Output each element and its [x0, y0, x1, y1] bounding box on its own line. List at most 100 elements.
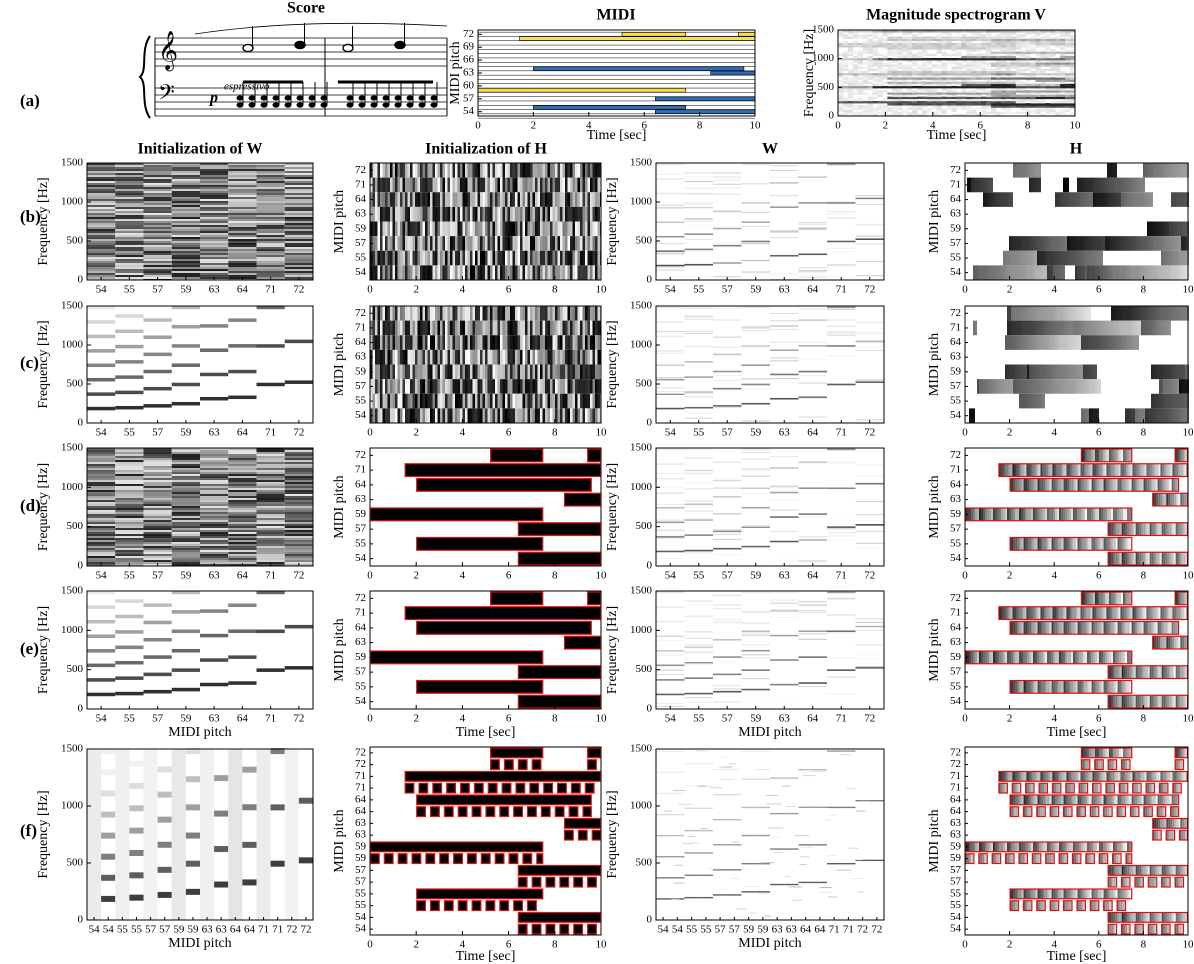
activation-stripe — [400, 265, 403, 280]
noise — [741, 271, 770, 273]
spectrogram-cell — [941, 111, 947, 115]
activation-stripe — [587, 408, 590, 423]
activation-slice — [1097, 379, 1099, 394]
spectrogram-cell — [1015, 51, 1021, 54]
activation-stripe — [477, 206, 480, 222]
y-tick-label: 57 — [355, 380, 367, 392]
noise — [684, 392, 713, 394]
spectrogram-cell — [991, 70, 997, 74]
template-band — [200, 199, 229, 201]
activation-slice — [1043, 393, 1045, 409]
template-band — [143, 259, 172, 261]
activation-slice — [1125, 306, 1127, 321]
harmonic — [713, 405, 742, 407]
y-tick-label: 1000 — [812, 52, 835, 64]
activation-stripe — [525, 177, 528, 193]
activation-slice — [1145, 236, 1147, 251]
template-band — [200, 187, 229, 189]
activation-stripe — [395, 306, 398, 321]
spectrogram-cell — [847, 85, 854, 89]
spectrogram-cell — [1040, 45, 1046, 48]
template-band — [256, 273, 285, 275]
activation-stripe — [425, 306, 428, 321]
spectrogram-cell — [1025, 53, 1031, 57]
spectrogram-cell — [946, 94, 952, 97]
spectrogram-cell — [941, 92, 947, 95]
harmonic — [684, 202, 713, 205]
activation-slice — [1069, 335, 1071, 350]
activation-slice — [999, 192, 1001, 207]
activation-stripe — [450, 408, 453, 423]
harmonic — [798, 202, 827, 204]
y-axis-label: Frequency [Hz] — [36, 177, 51, 265]
template-band — [200, 195, 229, 197]
spectrogram-cell — [966, 45, 972, 48]
noise — [656, 387, 685, 389]
activation-stripe — [457, 236, 460, 251]
spectrogram-cell — [882, 73, 888, 76]
noise — [798, 267, 827, 269]
axes-frame — [655, 162, 885, 281]
noise — [827, 355, 856, 357]
spectrogram-cell — [902, 75, 908, 78]
activation-stripe — [442, 364, 445, 380]
activation-stripe — [535, 379, 538, 394]
spectrogram-cell — [882, 75, 888, 78]
activation-stripe — [567, 408, 570, 423]
activation-slice — [1045, 236, 1047, 251]
template-band — [200, 171, 229, 173]
harmonic — [656, 221, 685, 224]
activation-stripe — [442, 306, 445, 321]
note-head — [358, 95, 366, 101]
activation-stripe — [587, 163, 590, 178]
spectrogram-cell — [1065, 57, 1071, 61]
activation-slice — [1027, 163, 1029, 178]
template-band — [143, 169, 172, 171]
spectrogram-cell — [956, 75, 962, 78]
template-band — [284, 221, 313, 223]
activation-stripe — [470, 221, 473, 237]
activation-slice — [1093, 177, 1095, 193]
activation-slice — [1039, 393, 1041, 409]
spectrogram-cell — [1010, 62, 1017, 65]
template-band — [228, 207, 257, 209]
activation-stripe — [432, 364, 435, 380]
spectrogram-cell — [936, 85, 942, 89]
spectrogram-cell — [1045, 88, 1051, 91]
activation-slice — [1039, 250, 1041, 266]
spectrogram-cell — [897, 30, 903, 33]
template-band — [115, 223, 144, 225]
activation-stripe — [492, 236, 495, 251]
spectrogram-cell — [1065, 94, 1071, 97]
activation-slice — [1181, 163, 1183, 178]
activation-slice — [1139, 177, 1141, 193]
activation-stripe — [512, 349, 515, 365]
spectrogram-cell — [902, 45, 908, 48]
activation-stripe — [502, 206, 505, 222]
spectrogram-cell — [996, 47, 1002, 50]
harmonic — [200, 348, 229, 352]
spectrogram-cell — [966, 100, 972, 104]
activation-slice — [991, 265, 993, 280]
activation-stripe — [535, 335, 538, 350]
activation-stripe — [550, 250, 553, 266]
activation-slice — [1179, 364, 1181, 380]
spectrogram-cell — [857, 53, 863, 57]
spectrogram-cell — [862, 113, 868, 117]
activation-stripe — [422, 192, 425, 207]
template-band — [256, 189, 285, 191]
activation-stripe — [477, 320, 480, 336]
activation-slice — [1135, 236, 1137, 251]
activation-stripe — [532, 250, 535, 266]
activation-stripe — [577, 349, 580, 365]
activation-slice — [1015, 364, 1017, 380]
spectrogram-cell — [1030, 70, 1036, 74]
activation-stripe — [477, 306, 480, 321]
activation-stripe — [437, 250, 440, 266]
noise — [741, 259, 770, 261]
activation-stripe — [490, 221, 493, 237]
template-band — [284, 263, 313, 265]
spectrogram-cell — [991, 100, 997, 104]
template-band — [200, 197, 229, 199]
spectrogram-cell — [1020, 42, 1026, 46]
